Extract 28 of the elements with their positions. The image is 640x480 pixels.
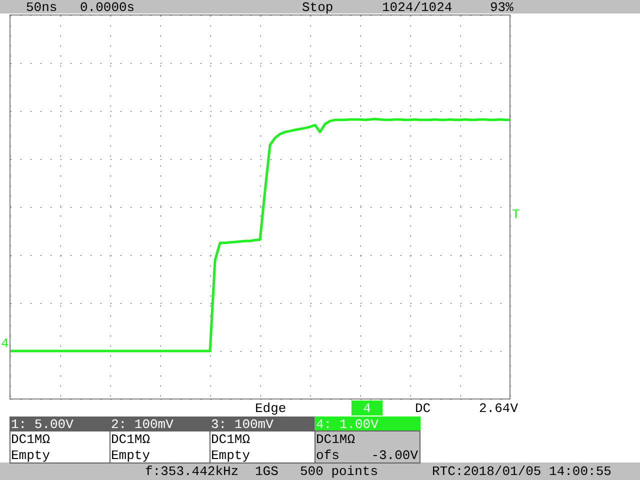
text: Stop — [302, 0, 334, 15]
text: 4 — [1, 336, 9, 351]
text: 1024/1024 — [382, 0, 452, 15]
text: f:353.442kHz — [145, 464, 239, 479]
text: Empty — [11, 448, 50, 463]
text: Empty — [111, 448, 150, 463]
text: DC — [415, 401, 431, 416]
text: 1GS — [255, 464, 279, 479]
text: 0.0000s — [80, 0, 135, 15]
text: 2: 100mV — [111, 417, 174, 432]
text: ofs — [316, 448, 340, 463]
text: -3.00V — [371, 448, 418, 463]
text: DC1MΩ — [11, 432, 50, 447]
text: DC1MΩ — [211, 432, 250, 447]
text: 2.64V — [478, 401, 518, 416]
text: 50ns — [26, 0, 58, 15]
text: 500 points — [300, 464, 378, 479]
text: 93% — [490, 0, 514, 15]
text: DC1MΩ — [111, 432, 150, 447]
text: 4 — [363, 401, 372, 416]
text: 4: 1.00V — [316, 417, 379, 432]
text: Empty — [211, 448, 250, 463]
text: RTC:2018/01/05 14:00:55 — [432, 464, 612, 479]
text: T — [512, 207, 520, 222]
text: 1: 5.00V — [11, 417, 74, 432]
text: 3: 100mV — [211, 417, 274, 432]
text: DC1MΩ — [316, 432, 356, 447]
text: Edge — [255, 401, 286, 416]
